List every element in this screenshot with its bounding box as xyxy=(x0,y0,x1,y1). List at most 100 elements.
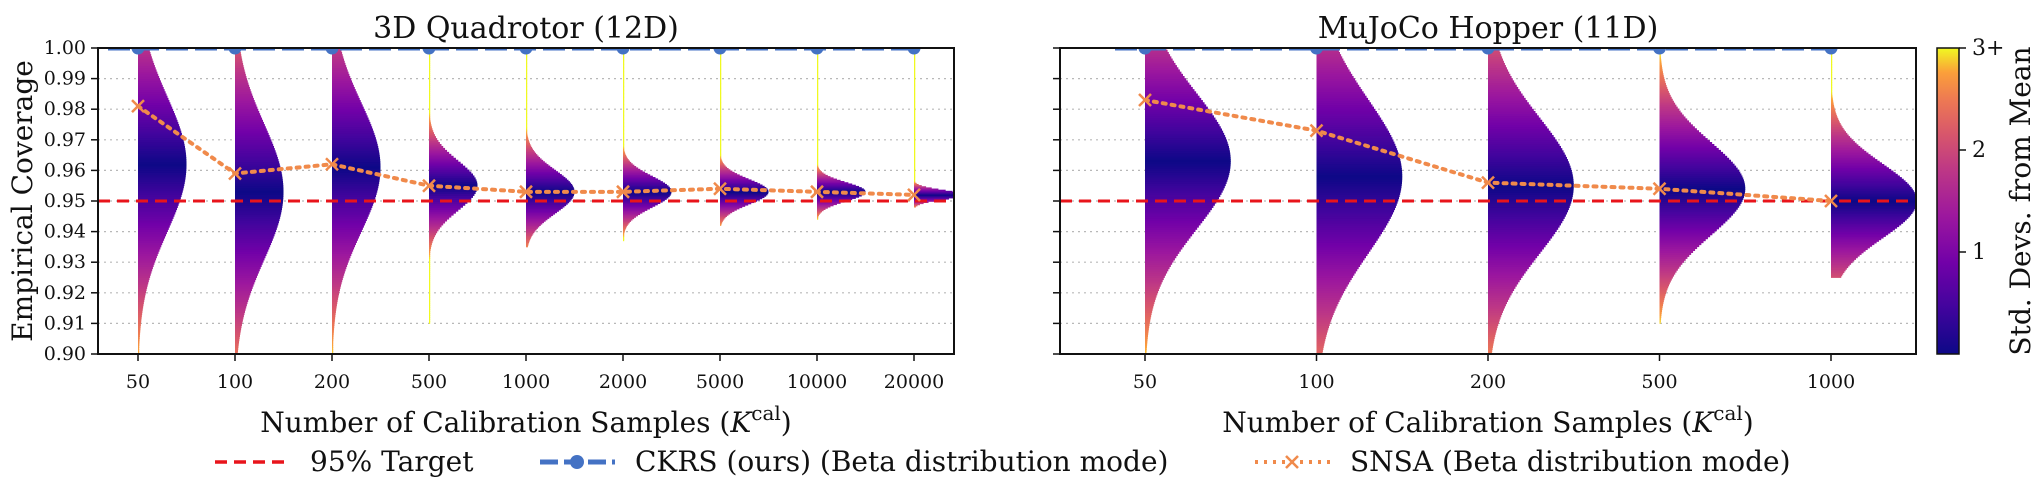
violin-slice xyxy=(138,235,166,239)
violin-slice xyxy=(235,218,280,222)
violin-slice xyxy=(1831,250,1864,254)
violin-slice xyxy=(1316,189,1401,193)
ckrs-point xyxy=(810,48,824,55)
violin-slice xyxy=(429,106,431,110)
violin-slice xyxy=(1316,211,1394,215)
violin-slice xyxy=(720,208,737,211)
violin-slice xyxy=(526,208,561,211)
violin-slice xyxy=(235,89,251,93)
violin-slice xyxy=(1145,165,1231,169)
violin-slice xyxy=(1659,232,1713,236)
violin-slice xyxy=(138,312,143,316)
violin-slice xyxy=(1659,96,1672,100)
violin-slice xyxy=(1316,198,1399,202)
violin-slice xyxy=(138,349,140,353)
violin-slice xyxy=(1831,191,1915,195)
violin-slice xyxy=(914,143,916,146)
violin-slice xyxy=(1316,89,1363,93)
violin-slice xyxy=(720,69,722,72)
violin-slice xyxy=(1145,303,1154,307)
violin-slice xyxy=(332,333,334,337)
violin-slice xyxy=(1145,73,1183,77)
violin-slice xyxy=(1145,338,1148,342)
violin-slice xyxy=(1145,78,1187,82)
violin xyxy=(138,48,187,354)
violin-slice xyxy=(1831,267,1847,270)
violin-slice xyxy=(235,67,245,71)
violin-slice xyxy=(1488,296,1510,300)
violin-slice xyxy=(817,125,819,128)
violin-slice xyxy=(332,231,361,235)
violin-slice xyxy=(720,173,738,176)
y-tick-label: 0.94 xyxy=(44,221,86,243)
violin-slice xyxy=(1831,124,1842,128)
violin-slice xyxy=(429,321,431,324)
violin-slice xyxy=(914,144,916,147)
violin-slice xyxy=(138,244,162,248)
violin-slice xyxy=(1659,86,1668,90)
violin-slice xyxy=(429,307,431,311)
violin-slice xyxy=(623,120,625,123)
violin-slice xyxy=(720,105,722,108)
violin-slice xyxy=(526,209,559,212)
violin-slice xyxy=(914,110,916,113)
violin-slice xyxy=(138,292,146,296)
violin-slice xyxy=(235,196,284,200)
violin-slice xyxy=(720,85,722,88)
violin-slice xyxy=(720,81,722,84)
violin-slice xyxy=(332,298,338,302)
violin-slice xyxy=(817,69,819,72)
violin-slice xyxy=(623,216,635,220)
violin-slice xyxy=(720,74,722,77)
violin-slice xyxy=(332,290,340,294)
violin-slice xyxy=(914,187,932,190)
violin-slice xyxy=(817,183,853,186)
violin-slice xyxy=(817,62,819,65)
violin-slice xyxy=(429,171,472,175)
violin-slice xyxy=(332,65,347,69)
violin-slice xyxy=(1488,215,1565,219)
violin-slice xyxy=(235,113,261,117)
violin-slice xyxy=(1488,235,1553,239)
violin-slice xyxy=(235,235,274,239)
violin-slice xyxy=(1831,206,1916,210)
violin-slice xyxy=(1488,165,1571,169)
violin-slice xyxy=(817,170,821,173)
violin-slice xyxy=(429,165,466,169)
violin-slice xyxy=(1659,63,1662,67)
violin-slice xyxy=(429,222,444,226)
violin-slice xyxy=(332,316,336,320)
violin-slice xyxy=(429,250,431,253)
violin-slice xyxy=(720,156,722,159)
violin-slice xyxy=(1659,169,1740,173)
violin-slice xyxy=(332,263,348,267)
violin-slice xyxy=(235,266,261,270)
violin-slice xyxy=(332,196,376,200)
violin-slice xyxy=(623,174,651,177)
violin-slice xyxy=(623,126,625,129)
violin-slice xyxy=(235,320,243,324)
violin-slice xyxy=(1316,62,1346,66)
violin-slice xyxy=(1488,327,1497,331)
violin-slice xyxy=(914,160,916,163)
violin-slice xyxy=(1659,289,1667,293)
violin-slice xyxy=(1145,253,1178,257)
violin-slice xyxy=(1659,165,1737,169)
violin-slice xyxy=(1145,244,1184,248)
y-tick-label: 0.91 xyxy=(44,312,86,334)
violin-slice xyxy=(1831,204,1916,208)
violin-slice xyxy=(138,91,166,95)
violin-slice xyxy=(817,155,819,158)
violin-slice xyxy=(1145,296,1156,300)
violin-slice xyxy=(914,203,920,206)
violin-slice xyxy=(720,78,722,81)
violin-slice xyxy=(138,307,143,311)
violin-slice xyxy=(720,169,731,172)
violin-slice xyxy=(1831,186,1912,190)
violin-slice xyxy=(1316,336,1326,340)
violin-slice xyxy=(1659,126,1695,130)
violin-slice xyxy=(1488,207,1569,211)
violin-slice xyxy=(1831,275,1842,278)
violin-slice xyxy=(526,186,574,190)
violin-slice xyxy=(1145,128,1222,132)
